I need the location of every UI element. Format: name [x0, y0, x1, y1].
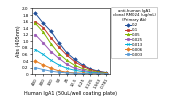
- 0.025: [74, 68, 76, 69]
- 0.025: [82, 70, 84, 71]
- 0.2: [97, 71, 99, 72]
- 0.013: [34, 49, 36, 50]
- 0.013: [66, 68, 68, 69]
- 0.003: [74, 73, 76, 74]
- Line: 0.2: 0.2: [34, 12, 107, 74]
- 0.025: [105, 73, 107, 74]
- 0.003: [97, 73, 99, 75]
- 0.006: [42, 64, 44, 66]
- Line: 0.1: 0.1: [34, 20, 107, 74]
- 0.025: [97, 72, 99, 74]
- Line: 0.05: 0.05: [34, 22, 107, 74]
- 0.006: [34, 60, 36, 62]
- Legend: 0.2, 0.1, 0.05, 0.025, 0.013, 0.006, 0.003: 0.2, 0.1, 0.05, 0.025, 0.013, 0.006, 0.0…: [111, 7, 157, 58]
- 0.2: [105, 72, 107, 73]
- 0.025: [34, 34, 36, 35]
- 0.006: [58, 70, 60, 72]
- 0.2: [34, 13, 36, 14]
- 0.05: [97, 72, 99, 73]
- 0.05: [50, 43, 52, 45]
- Line: 0.003: 0.003: [34, 66, 107, 75]
- 0.006: [66, 72, 68, 73]
- 0.013: [50, 60, 52, 61]
- 0.05: [82, 68, 84, 69]
- Line: 0.006: 0.006: [34, 60, 107, 75]
- 0.1: [82, 66, 84, 67]
- 0.1: [105, 72, 107, 74]
- Line: 0.025: 0.025: [34, 33, 107, 75]
- 0.003: [82, 73, 84, 74]
- 0.1: [34, 21, 36, 22]
- 0.025: [50, 51, 52, 52]
- 0.1: [58, 47, 60, 48]
- 0.003: [34, 67, 36, 68]
- 0.013: [97, 73, 99, 74]
- 0.05: [34, 23, 36, 24]
- 0.006: [105, 73, 107, 75]
- 0.05: [74, 65, 76, 66]
- 0.1: [66, 54, 68, 56]
- 0.006: [74, 72, 76, 74]
- 0.006: [50, 68, 52, 69]
- 0.1: [74, 61, 76, 62]
- 0.013: [74, 70, 76, 71]
- 0.003: [50, 71, 52, 72]
- 0.003: [66, 72, 68, 74]
- 0.2: [50, 31, 52, 32]
- 0.025: [42, 42, 44, 44]
- Y-axis label: Abs (405nm): Abs (405nm): [16, 26, 21, 57]
- 0.2: [58, 42, 60, 44]
- 0.003: [42, 69, 44, 70]
- 0.006: [97, 73, 99, 75]
- 0.006: [82, 73, 84, 74]
- 0.05: [105, 73, 107, 74]
- 0.2: [42, 23, 44, 24]
- 0.2: [66, 52, 68, 54]
- 0.1: [97, 71, 99, 72]
- 0.013: [42, 54, 44, 55]
- 0.05: [89, 70, 92, 72]
- Line: 0.013: 0.013: [34, 48, 107, 75]
- 0.006: [89, 73, 92, 74]
- 0.1: [42, 27, 44, 28]
- 0.003: [89, 73, 92, 75]
- 0.013: [89, 72, 92, 73]
- 0.025: [89, 71, 92, 73]
- 0.05: [66, 60, 68, 61]
- 0.2: [89, 68, 92, 70]
- 0.013: [58, 64, 60, 66]
- 0.013: [82, 71, 84, 72]
- 0.025: [66, 64, 68, 65]
- 0.003: [105, 73, 107, 75]
- 0.1: [89, 69, 92, 70]
- 0.2: [82, 64, 84, 66]
- X-axis label: Human IgA1 (50uL/well coating plate): Human IgA1 (50uL/well coating plate): [24, 91, 117, 96]
- 0.1: [50, 37, 52, 39]
- 0.05: [42, 31, 44, 33]
- 0.013: [105, 73, 107, 74]
- 0.05: [58, 53, 60, 54]
- 0.025: [58, 58, 60, 59]
- 0.2: [74, 59, 76, 60]
- 0.003: [58, 72, 60, 73]
